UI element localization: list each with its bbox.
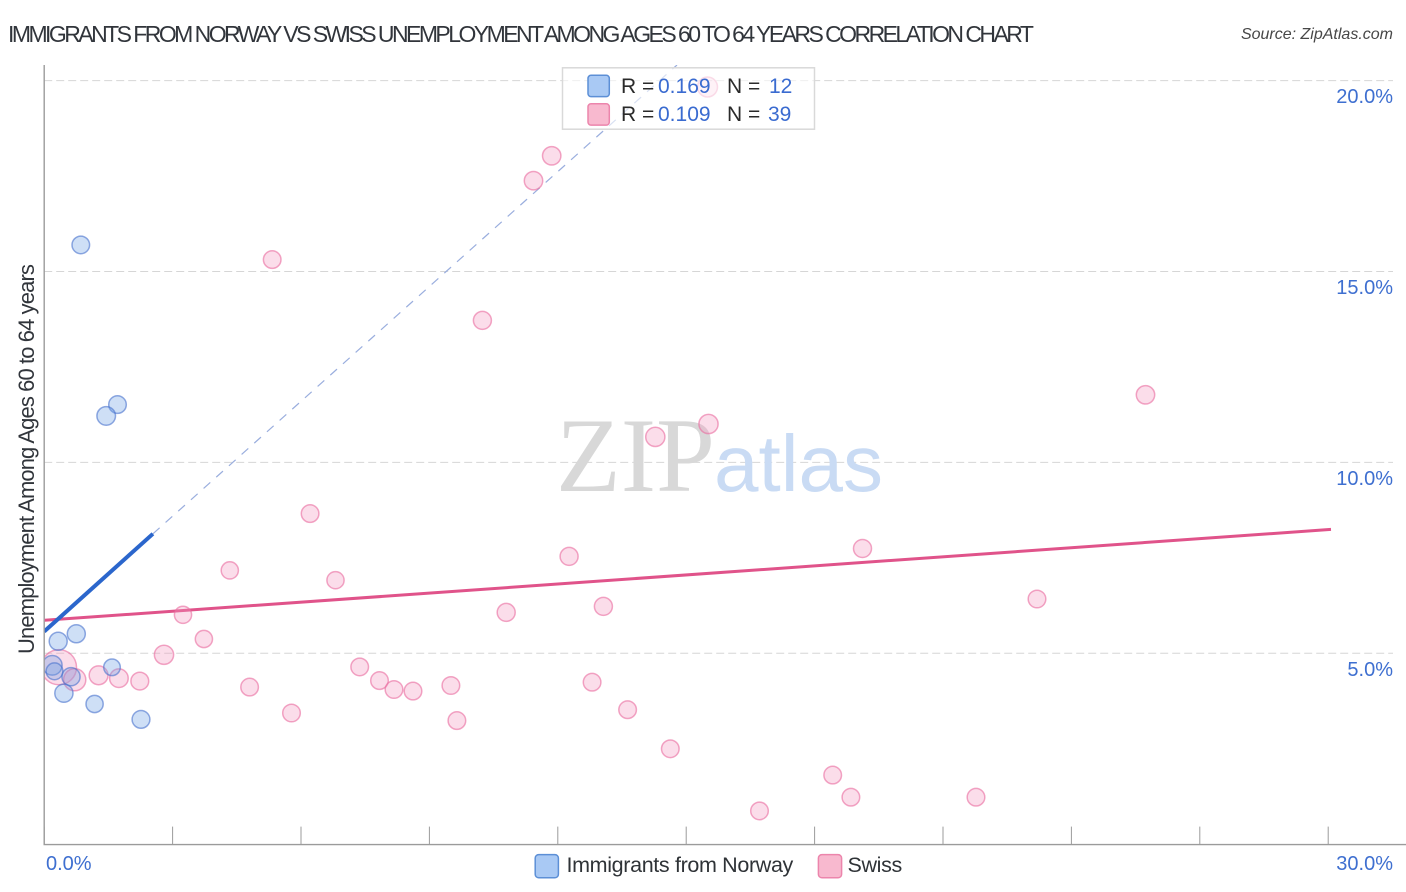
svg-text:N =: N = [727, 75, 760, 98]
svg-text:Immigrants from Norway: Immigrants from Norway [567, 853, 794, 877]
svg-text:12: 12 [769, 75, 792, 98]
svg-text:39: 39 [768, 103, 791, 126]
svg-text:atlas: atlas [714, 419, 883, 508]
svg-text:R =: R = [621, 103, 654, 126]
svg-text:Source: ZipAtlas.com: Source: ZipAtlas.com [1241, 26, 1393, 43]
svg-text:30.0%: 30.0% [1336, 853, 1393, 875]
svg-text:5.0%: 5.0% [1347, 659, 1393, 681]
svg-text:0.0%: 0.0% [46, 853, 92, 875]
svg-text:ZIP: ZIP [556, 397, 715, 514]
svg-text:15.0%: 15.0% [1336, 277, 1393, 299]
svg-text:20.0%: 20.0% [1336, 86, 1393, 108]
svg-text:R =: R = [621, 75, 654, 98]
svg-text:0.169: 0.169 [658, 75, 711, 98]
svg-text:N =: N = [727, 103, 760, 126]
svg-text:0.109: 0.109 [658, 103, 711, 126]
svg-text:Unemployment Among Ages 60 to: Unemployment Among Ages 60 to 64 years [14, 264, 39, 654]
svg-text:IMMIGRANTS FROM NORWAY VS SWIS: IMMIGRANTS FROM NORWAY VS SWISS UNEMPLOY… [8, 21, 1034, 47]
svg-text:Swiss: Swiss [848, 853, 902, 877]
svg-text:10.0%: 10.0% [1336, 468, 1393, 490]
